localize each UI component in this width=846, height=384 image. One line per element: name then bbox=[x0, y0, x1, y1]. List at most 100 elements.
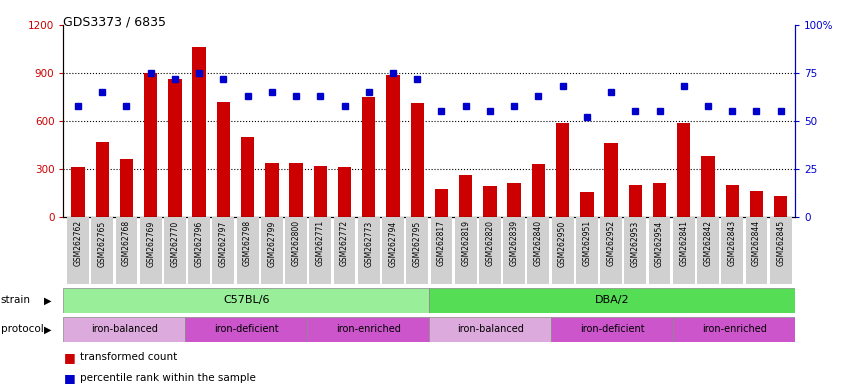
Text: GSM262845: GSM262845 bbox=[776, 220, 785, 266]
Text: iron-deficient: iron-deficient bbox=[580, 324, 645, 334]
Text: transformed count: transformed count bbox=[80, 352, 178, 362]
FancyBboxPatch shape bbox=[455, 217, 476, 284]
Bar bbox=[774, 196, 788, 217]
Text: GSM262765: GSM262765 bbox=[98, 220, 107, 266]
Text: protocol: protocol bbox=[1, 324, 44, 334]
Bar bbox=[96, 142, 109, 217]
FancyBboxPatch shape bbox=[770, 217, 792, 284]
Text: DBA/2: DBA/2 bbox=[595, 295, 629, 306]
Text: GDS3373 / 6835: GDS3373 / 6835 bbox=[63, 15, 167, 28]
Text: GSM262797: GSM262797 bbox=[219, 220, 228, 266]
Text: strain: strain bbox=[1, 295, 30, 306]
Text: GSM262819: GSM262819 bbox=[461, 220, 470, 266]
FancyBboxPatch shape bbox=[382, 217, 404, 284]
Text: percentile rank within the sample: percentile rank within the sample bbox=[80, 373, 256, 383]
FancyBboxPatch shape bbox=[164, 217, 186, 284]
Text: GSM262796: GSM262796 bbox=[195, 220, 204, 266]
Bar bbox=[63, 288, 429, 313]
Text: ■: ■ bbox=[63, 372, 75, 384]
Text: GSM262954: GSM262954 bbox=[655, 220, 664, 266]
Bar bbox=[185, 317, 307, 342]
Bar bbox=[435, 189, 448, 217]
Text: GSM262795: GSM262795 bbox=[413, 220, 421, 266]
Text: GSM262820: GSM262820 bbox=[486, 220, 494, 266]
Text: GSM262844: GSM262844 bbox=[752, 220, 761, 266]
FancyBboxPatch shape bbox=[624, 217, 646, 284]
Text: iron-balanced: iron-balanced bbox=[91, 324, 158, 334]
FancyBboxPatch shape bbox=[189, 217, 210, 284]
Bar bbox=[429, 288, 795, 313]
Text: GSM262771: GSM262771 bbox=[316, 220, 325, 266]
Bar bbox=[362, 97, 376, 217]
Bar bbox=[726, 185, 739, 217]
FancyBboxPatch shape bbox=[261, 217, 283, 284]
FancyBboxPatch shape bbox=[358, 217, 380, 284]
FancyBboxPatch shape bbox=[649, 217, 670, 284]
FancyBboxPatch shape bbox=[91, 217, 113, 284]
Text: GSM262952: GSM262952 bbox=[607, 220, 616, 266]
Text: GSM262769: GSM262769 bbox=[146, 220, 155, 266]
Bar bbox=[71, 167, 85, 217]
Text: GSM262950: GSM262950 bbox=[558, 220, 567, 266]
FancyBboxPatch shape bbox=[600, 217, 622, 284]
Bar bbox=[750, 190, 763, 217]
FancyBboxPatch shape bbox=[431, 217, 453, 284]
Text: ▶: ▶ bbox=[44, 324, 52, 334]
Text: GSM262794: GSM262794 bbox=[388, 220, 398, 266]
Text: GSM262800: GSM262800 bbox=[292, 220, 300, 266]
Text: GSM262799: GSM262799 bbox=[267, 220, 277, 266]
Bar bbox=[120, 159, 133, 217]
Bar bbox=[604, 143, 618, 217]
Text: iron-deficient: iron-deficient bbox=[214, 324, 278, 334]
Bar bbox=[483, 186, 497, 217]
Text: iron-enriched: iron-enriched bbox=[336, 324, 401, 334]
Bar bbox=[217, 102, 230, 217]
Bar bbox=[673, 317, 795, 342]
Bar bbox=[677, 122, 690, 217]
Text: ▶: ▶ bbox=[44, 295, 52, 306]
Bar bbox=[265, 162, 278, 217]
Text: GSM262951: GSM262951 bbox=[582, 220, 591, 266]
Bar bbox=[508, 182, 521, 217]
Text: ■: ■ bbox=[63, 351, 75, 364]
FancyBboxPatch shape bbox=[479, 217, 501, 284]
Bar bbox=[580, 192, 594, 217]
Text: GSM262798: GSM262798 bbox=[243, 220, 252, 266]
FancyBboxPatch shape bbox=[673, 217, 695, 284]
Text: GSM262843: GSM262843 bbox=[728, 220, 737, 266]
Bar bbox=[338, 167, 351, 217]
Bar bbox=[410, 103, 424, 217]
Text: GSM262762: GSM262762 bbox=[74, 220, 83, 266]
FancyBboxPatch shape bbox=[406, 217, 428, 284]
Bar bbox=[701, 156, 715, 217]
FancyBboxPatch shape bbox=[697, 217, 719, 284]
Bar bbox=[168, 79, 182, 217]
Bar bbox=[629, 185, 642, 217]
FancyBboxPatch shape bbox=[576, 217, 598, 284]
Bar bbox=[314, 166, 327, 217]
Text: GSM262817: GSM262817 bbox=[437, 220, 446, 266]
Bar bbox=[193, 47, 206, 217]
Bar bbox=[552, 317, 673, 342]
Text: GSM262773: GSM262773 bbox=[365, 220, 373, 266]
FancyBboxPatch shape bbox=[140, 217, 162, 284]
Bar bbox=[241, 137, 255, 217]
FancyBboxPatch shape bbox=[116, 217, 137, 284]
FancyBboxPatch shape bbox=[552, 217, 574, 284]
FancyBboxPatch shape bbox=[722, 217, 743, 284]
Bar bbox=[307, 317, 429, 342]
FancyBboxPatch shape bbox=[528, 217, 549, 284]
FancyBboxPatch shape bbox=[67, 217, 89, 284]
Text: GSM262772: GSM262772 bbox=[340, 220, 349, 266]
Text: GSM262768: GSM262768 bbox=[122, 220, 131, 266]
FancyBboxPatch shape bbox=[503, 217, 525, 284]
Bar bbox=[429, 317, 552, 342]
Text: iron-balanced: iron-balanced bbox=[457, 324, 524, 334]
FancyBboxPatch shape bbox=[310, 217, 331, 284]
Text: GSM262770: GSM262770 bbox=[170, 220, 179, 266]
Text: iron-enriched: iron-enriched bbox=[702, 324, 766, 334]
Bar bbox=[144, 73, 157, 217]
Text: GSM262841: GSM262841 bbox=[679, 220, 689, 266]
FancyBboxPatch shape bbox=[212, 217, 234, 284]
Text: GSM262839: GSM262839 bbox=[509, 220, 519, 266]
